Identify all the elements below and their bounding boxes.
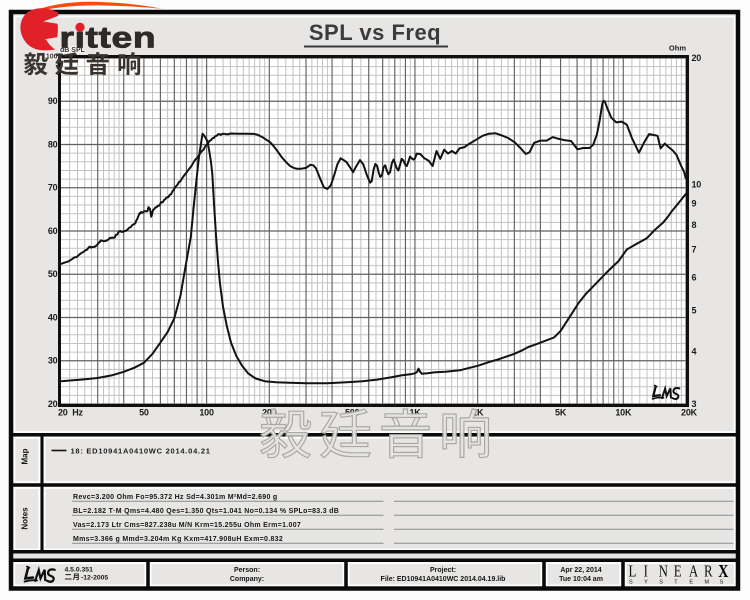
svg-text:N: N [659,563,669,581]
svg-text:S: S [629,580,633,586]
svg-text:1K: 1K [409,407,421,417]
svg-text:Ohm: Ohm [669,44,686,53]
svg-text:10: 10 [692,179,702,189]
svg-text:70: 70 [48,183,58,193]
svg-text:S: S [720,580,724,586]
svg-text:6: 6 [692,273,697,283]
svg-text:Mms=3.366 g Mmd=3.204m Kg Kx: Mms=3.366 g Mmd=3.204m Kg Kxm=417.908uH … [73,536,283,543]
svg-text:10K: 10K [615,407,632,417]
svg-text:E: E [674,563,682,581]
svg-text:5: 5 [692,306,697,316]
svg-text:T: T [674,580,678,586]
svg-text:I: I [644,563,648,581]
svg-text:X: X [718,563,728,582]
svg-text:4.5.0.351: 4.5.0.351 [65,567,94,574]
svg-text:Tue 10:04 am: Tue 10:04 am [559,576,603,583]
svg-text:5K: 5K [555,407,567,417]
svg-text:20K: 20K [681,407,698,417]
svg-text:Company:: Company: [230,576,264,583]
svg-text:M: M [705,580,710,586]
svg-text:40: 40 [48,312,58,322]
svg-text:100: 100 [199,407,214,417]
svg-text:18: ED10941A0410WC 2014.04.21: 18: ED10941A0410WC 2014.04.21 [71,446,211,455]
svg-text:S: S [659,580,663,586]
svg-text:30: 30 [48,356,58,366]
svg-text:Notes: Notes [21,507,30,530]
svg-text:Vas=2.173 Ltr Cms=827.238u M/: Vas=2.173 Ltr Cms=827.238u M/N Krm=15.25… [73,522,301,529]
svg-text:-12-2005: -12-2005 [81,575,108,582]
svg-text:Project:: Project: [430,567,456,574]
svg-text:Person:: Person: [234,567,260,574]
svg-text:L: L [629,563,637,581]
svg-text:Map: Map [21,448,30,464]
svg-text:R: R [704,563,713,581]
svg-text:50: 50 [48,269,58,279]
svg-text:8: 8 [692,220,697,230]
svg-text:9: 9 [692,199,697,209]
svg-text:Revc=3.200 Ohm Fo=95.372 Hz: Revc=3.200 Ohm Fo=95.372 Hz Sd=4.301m M²… [73,494,277,501]
svg-text:100: 100 [46,54,58,61]
svg-text:200: 200 [262,407,277,417]
svg-text:20 Hz: 20 Hz [58,407,84,417]
svg-text:E: E [689,580,693,586]
svg-text:BL=2.182 T·M Qms=4.480 Qes=1: BL=2.182 T·M Qms=4.480 Qes=1.350 Qts=1.0… [73,508,339,515]
svg-text:File: ED10941A0410WC 2014.04.1: File: ED10941A0410WC 2014.04.19.lib [381,576,506,583]
svg-text:20: 20 [48,399,58,409]
svg-text:3: 3 [692,399,697,409]
svg-text:A: A [689,563,699,581]
svg-text:dB SPL: dB SPL [60,47,86,54]
svg-text:2K: 2K [472,407,484,417]
svg-text:80: 80 [48,139,58,149]
svg-text:7: 7 [692,244,697,254]
svg-text:Y: Y [644,580,648,586]
svg-text:SPL vs Freq: SPL vs Freq [309,20,441,45]
svg-text:60: 60 [48,226,58,236]
svg-text:4: 4 [692,346,697,356]
svg-text:20: 20 [692,53,702,63]
svg-text:90: 90 [48,96,58,106]
svg-text:50: 50 [139,407,149,417]
svg-text:Apr 22, 2014: Apr 22, 2014 [560,567,601,574]
svg-text:rıtten: rıtten [60,21,157,55]
